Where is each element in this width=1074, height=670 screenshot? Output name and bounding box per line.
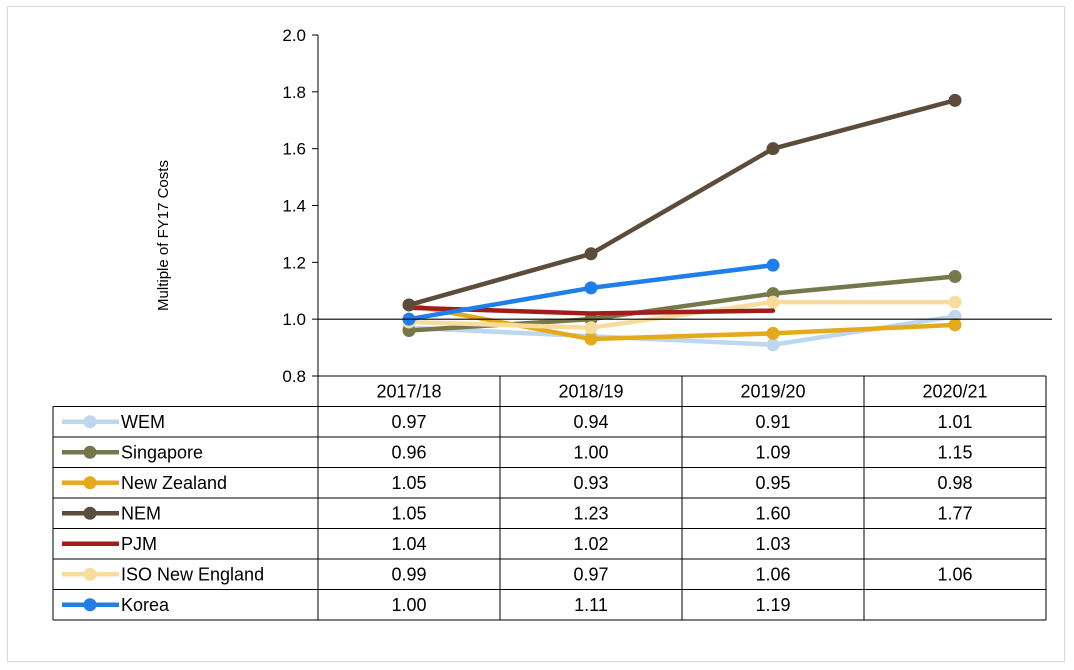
category-label: 2020/21 <box>922 381 987 401</box>
data-point-singapore <box>948 270 962 284</box>
table-cell-value: 1.06 <box>937 564 972 584</box>
table-cell-value: 0.93 <box>573 473 608 493</box>
table-cell-value: 1.09 <box>755 442 790 462</box>
table-cell-value: 0.97 <box>391 412 426 432</box>
y-tick-label: 1.6 <box>282 140 306 159</box>
table-cell-value: 1.00 <box>573 442 608 462</box>
category-label: 2017/18 <box>376 381 441 401</box>
table-cell-value: 0.96 <box>391 442 426 462</box>
y-axis-title: Multiple of FY17 Costs <box>155 160 172 311</box>
y-tick-label: 1.0 <box>282 310 306 329</box>
table-cell-value: 1.05 <box>391 473 426 493</box>
table-cell-value: 1.05 <box>391 503 426 523</box>
data-point-new-zealand <box>766 326 780 340</box>
table-cell-value: 1.00 <box>391 595 426 615</box>
table-cell-value: 1.77 <box>937 503 972 523</box>
table-cell-value: 1.04 <box>391 534 426 554</box>
table-cell-value: 1.60 <box>755 503 790 523</box>
legend-label-nem: NEM <box>121 503 161 523</box>
legend-key-marker-new-zealand <box>83 476 97 490</box>
table-cell-value: 0.98 <box>937 473 972 493</box>
data-point-iso-new-england <box>948 295 962 309</box>
legend-key-marker-korea <box>83 598 97 612</box>
table-cell-value: 0.97 <box>573 564 608 584</box>
table-cell-value: 1.01 <box>937 412 972 432</box>
series-line-new-zealand <box>406 302 958 342</box>
table-cell-value: 0.99 <box>391 564 426 584</box>
legend-label-wem: WEM <box>121 412 165 432</box>
legend-key-marker-singapore <box>83 445 97 459</box>
data-point-nem <box>584 247 598 261</box>
legend-label-singapore: Singapore <box>121 442 203 462</box>
table-cell-value: 1.03 <box>755 534 790 554</box>
y-tick-label: 1.8 <box>282 83 306 102</box>
table-cell-value: 1.11 <box>574 595 608 615</box>
legend-label-iso-new-england: ISO New England <box>121 564 264 584</box>
legend-label-new-zealand: New Zealand <box>121 473 227 493</box>
data-point-nem <box>948 93 962 107</box>
table-cell-value: 1.02 <box>573 534 608 554</box>
data-point-nem <box>766 142 780 156</box>
data-point-wem <box>766 338 780 352</box>
table-cell-value: 1.06 <box>755 564 790 584</box>
category-label: 2019/20 <box>740 381 805 401</box>
table-cell-value: 1.15 <box>937 442 972 462</box>
legend-label-korea: Korea <box>121 595 170 615</box>
table-cell-value: 0.95 <box>755 473 790 493</box>
table-cell-value: 1.23 <box>573 503 608 523</box>
y-tick-label: 1.4 <box>282 197 306 216</box>
y-tick-label: 0.8 <box>282 367 306 386</box>
data-point-korea <box>766 258 780 272</box>
legend-label-pjm: PJM <box>121 534 157 554</box>
series-line-nem <box>406 98 958 308</box>
legend-key-marker-nem <box>83 506 97 520</box>
data-point-new-zealand <box>948 318 962 332</box>
series-line-iso-new-england <box>406 299 958 330</box>
y-tick-label: 1.2 <box>282 253 306 272</box>
category-label: 2018/19 <box>558 381 623 401</box>
table-cell-value: 0.94 <box>573 412 608 432</box>
data-point-new-zealand <box>584 332 598 346</box>
table-cell-value: 1.19 <box>755 595 790 615</box>
chart-frame <box>7 6 1065 662</box>
data-point-iso-new-england <box>584 321 598 335</box>
data-point-nem <box>402 298 416 312</box>
legend-key-marker-wem <box>83 415 97 429</box>
table-cell-value: 0.91 <box>755 412 790 432</box>
data-point-korea <box>584 281 598 295</box>
data-point-iso-new-england <box>766 295 780 309</box>
legend-key-marker-iso-new-england <box>83 567 97 581</box>
y-tick-label: 2.0 <box>282 26 306 45</box>
